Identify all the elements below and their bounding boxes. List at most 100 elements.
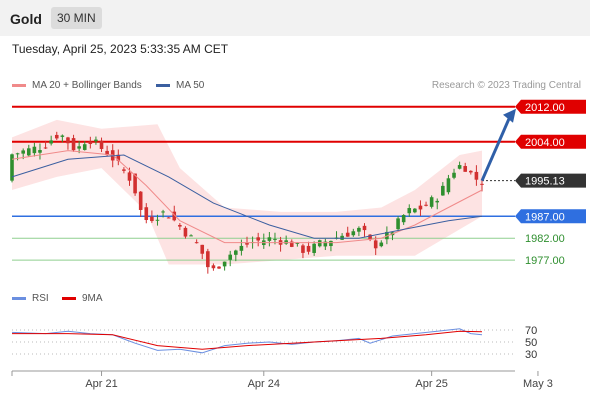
candle-body [329, 240, 333, 247]
candle-body [424, 204, 428, 206]
candle-body [26, 148, 31, 156]
rsi-ma-line [12, 330, 483, 350]
candle-body [54, 134, 59, 139]
level-tag-2 [515, 173, 586, 188]
candle-body [407, 208, 412, 214]
level-label-2: 1995.13 [525, 176, 565, 188]
level-label-5: 1977.00 [525, 255, 565, 267]
level-tag-0 [515, 99, 586, 114]
header-bar: Gold 30 MIN [0, 0, 590, 36]
rsi-ma-swatch [62, 297, 76, 300]
ma50-line [11, 154, 483, 239]
candle-body [77, 146, 81, 149]
candle-body [323, 241, 328, 247]
x-tick-label-1: Apr 24 [248, 378, 280, 390]
candle-body [396, 218, 400, 230]
candle-body [82, 144, 87, 150]
rsi-label: RSI [32, 293, 49, 304]
ma20-swatch [12, 84, 26, 87]
candle-body [312, 243, 316, 253]
level-tag-1 [515, 134, 586, 149]
level-tag-3 [515, 209, 586, 224]
x-tick-label-0: Apr 21 [85, 378, 117, 390]
candle-body [127, 172, 132, 181]
candle-body [457, 165, 462, 169]
candle-body [239, 245, 244, 251]
candle-body [161, 211, 165, 213]
candle-body [38, 150, 42, 153]
candle-body [452, 172, 456, 178]
timestamp: Tuesday, April 25, 2023 5:33:35 AM CET [12, 42, 229, 56]
candle-body [401, 215, 406, 223]
candle-body [10, 154, 14, 181]
candle-body [245, 242, 249, 245]
candle-body [480, 183, 484, 185]
candle-body [66, 137, 70, 144]
legend-ma50: MA 50 [156, 80, 204, 91]
candle-body [256, 237, 260, 241]
candle-body [413, 208, 417, 213]
candle-body [60, 135, 65, 137]
timeframe-button[interactable]: 30 MIN [51, 7, 102, 29]
ma20-line [11, 150, 483, 244]
candle-body [345, 232, 350, 237]
candle-body [234, 250, 238, 255]
candle-body [133, 173, 137, 194]
candle-body [284, 240, 288, 244]
candle-body [435, 200, 440, 203]
candle-body [228, 254, 233, 260]
candle-body [71, 138, 76, 151]
x-tick-label-2: Apr 25 [415, 378, 447, 390]
candle-body [469, 170, 473, 173]
candle-body [351, 231, 356, 236]
candle-body [150, 216, 154, 221]
candle-body [15, 153, 20, 155]
rsi-line [11, 328, 483, 354]
candle-body [373, 240, 378, 249]
candle-body [429, 197, 434, 207]
rsi-tick-0: 70 [525, 325, 537, 337]
candle-body [357, 227, 361, 232]
candle-body [43, 147, 48, 149]
candle-body [88, 141, 93, 144]
level-label-1: 2004.00 [525, 137, 565, 149]
rsi-ma-label: 9MA [82, 293, 103, 304]
rsi-tick-1: 50 [525, 337, 537, 349]
candle-body [155, 219, 160, 221]
candle-body [206, 251, 210, 268]
candle-body [295, 242, 300, 244]
candle-body [463, 166, 468, 172]
legend-ma20: MA 20 + Bollinger Bands [12, 80, 142, 91]
level-label-4: 1982.00 [525, 233, 565, 245]
candle-body [122, 169, 126, 171]
candle-body [172, 211, 177, 221]
rsi-swatch [12, 297, 26, 300]
candle-body [183, 227, 188, 237]
ma20-label: MA 20 + Bollinger Bands [32, 80, 142, 91]
candle-body [379, 242, 384, 247]
candle-body [289, 241, 294, 247]
candle-body [49, 140, 53, 144]
candle-body [105, 150, 109, 156]
forecast-arrow-head [503, 108, 516, 123]
candle-body [446, 178, 451, 193]
candle-body [200, 244, 205, 254]
candle-body [474, 171, 479, 180]
level-label-0: 2012.00 [525, 102, 565, 114]
candle-body [306, 245, 311, 252]
x-tick-label-3: May 3 [523, 378, 553, 390]
candle-body [32, 146, 37, 154]
candle-body [178, 224, 182, 227]
candle-body [166, 217, 171, 219]
ma50-label: MA 50 [176, 80, 205, 91]
candle-body [301, 245, 305, 253]
instrument-name: Gold [10, 11, 42, 27]
candle-body [144, 207, 149, 220]
ma50-swatch [156, 84, 170, 87]
level-label-3: 1987.00 [525, 211, 565, 223]
candle-body [222, 261, 227, 267]
forecast-arrow-shaft [480, 118, 511, 182]
candle-body [273, 238, 277, 240]
